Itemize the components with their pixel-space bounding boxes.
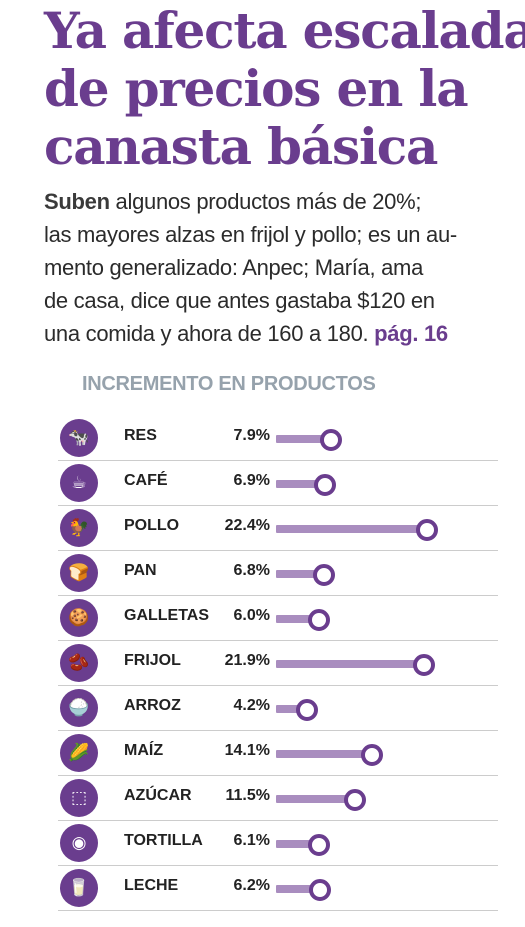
category-label: AZÚCAR <box>124 787 192 804</box>
bar-mark <box>276 480 322 488</box>
chart-row-8: ⬚ AZÚCAR 11.5% <box>58 775 498 821</box>
deck-line-4: de casa, dice que antes gastaba $120 en <box>44 288 435 313</box>
headline-line-2: de precios en la <box>44 59 469 118</box>
bar-mark <box>276 525 424 533</box>
bar-end-marker <box>320 429 342 451</box>
category-label: LECHE <box>124 877 179 894</box>
bar-end-marker <box>344 789 366 811</box>
deck-line-5: una comida y ahora de 160 a 180. pág. 16 <box>44 317 514 350</box>
category-label: MAÍZ <box>124 742 164 759</box>
value-label: 4.2% <box>233 697 270 714</box>
deck-line-2: las mayores alzas en frijol y pollo; es … <box>44 222 457 247</box>
value-label: 6.0% <box>233 607 270 624</box>
bar-track <box>276 744 476 766</box>
bar-track <box>276 429 476 451</box>
deck-summary: Suben algunos productos más de 20%; las … <box>44 185 514 350</box>
bar-mark <box>276 570 321 578</box>
coffee-cup-icon: ☕ <box>60 464 98 502</box>
bar-track <box>276 834 476 856</box>
bar-mark <box>276 705 304 713</box>
bar-end-marker <box>296 699 318 721</box>
chart-row-2: 🐓 POLLO 22.4% <box>58 505 498 551</box>
chart-row-10: 🥛 LECHE 6.2% <box>58 865 498 911</box>
chart-row-0: 🐄 RES 7.9% <box>58 415 498 461</box>
milk-carton-icon: 🥛 <box>60 869 98 907</box>
category-label: RES <box>124 427 157 444</box>
corn-icon: 🌽 <box>60 734 98 772</box>
deck-lead-bold: Suben <box>44 189 110 214</box>
bar-mark <box>276 795 352 803</box>
bar-mark <box>276 660 421 668</box>
bar-chart: 🐄 RES 7.9% ☕ CAFÉ 6.9% 🐓 POLLO 22.4% 🍞 PAN 6.8% 🍪 GAL… <box>58 415 498 911</box>
value-label: 11.5% <box>225 787 270 804</box>
headline: Ya afecta escalada de precios en la cana… <box>44 1 525 176</box>
category-label: ARROZ <box>124 697 181 714</box>
bar-mark <box>276 750 369 758</box>
value-label: 22.4% <box>224 517 270 534</box>
value-label: 14.1% <box>224 742 270 759</box>
beans-icon: 🫘 <box>60 644 98 682</box>
category-label: CAFÉ <box>124 472 168 489</box>
value-label: 6.9% <box>233 472 270 489</box>
bread-icon: 🍞 <box>60 554 98 592</box>
chart-row-7: 🌽 MAÍZ 14.1% <box>58 730 498 776</box>
bar-track <box>276 474 476 496</box>
chart-row-6: 🍚 ARROZ 4.2% <box>58 685 498 731</box>
value-label: 6.2% <box>233 877 270 894</box>
bar-track <box>276 789 476 811</box>
bar-end-marker <box>361 744 383 766</box>
rooster-icon: 🐓 <box>60 509 98 547</box>
category-label: PAN <box>124 562 157 579</box>
bar-track <box>276 699 476 721</box>
cookies-icon: 🍪 <box>60 599 98 637</box>
tortilla-icon: ◉ <box>60 824 98 862</box>
page-reference-link[interactable]: pág. 16 <box>374 321 448 346</box>
bar-mark <box>276 885 317 893</box>
bar-track <box>276 879 476 901</box>
bar-end-marker <box>308 834 330 856</box>
deck-line-3: mento generalizado: Anpec; María, ama <box>44 255 424 280</box>
deck-line-1: Suben algunos productos más de 20%; <box>44 185 514 218</box>
bar-end-marker <box>314 474 336 496</box>
category-label: TORTILLA <box>124 832 203 849</box>
bar-track <box>276 609 476 631</box>
chart-title: INCREMENTO EN PRODUCTOS <box>82 373 376 395</box>
deck-line-5-text: una comida y ahora de 160 a 180. <box>44 321 369 346</box>
bar-mark <box>276 840 316 848</box>
category-label: GALLETAS <box>124 607 210 624</box>
rice-bowl-icon: 🍚 <box>60 689 98 727</box>
chart-row-4: 🍪 GALLETAS 6.0% <box>58 595 498 641</box>
bar-end-marker <box>308 609 330 631</box>
headline-line-3: canasta básica <box>44 117 438 176</box>
bar-track <box>276 519 476 541</box>
category-label: FRIJOL <box>124 652 181 669</box>
sugar-cubes-icon: ⬚ <box>60 779 98 817</box>
deck-line-1-rest: algunos productos más de 20%; <box>109 189 422 214</box>
value-label: 6.8% <box>233 562 270 579</box>
headline-line-1: Ya afecta escalada <box>44 1 525 60</box>
chart-row-1: ☕ CAFÉ 6.9% <box>58 460 498 506</box>
chart-row-9: ◉ TORTILLA 6.1% <box>58 820 498 866</box>
value-label: 21.9% <box>224 652 270 669</box>
value-label: 6.1% <box>233 832 270 849</box>
bar-mark <box>276 435 328 443</box>
bar-mark <box>276 615 316 623</box>
value-label: 7.9% <box>233 427 270 444</box>
chart-row-5: 🫘 FRIJOL 21.9% <box>58 640 498 686</box>
bar-end-marker <box>309 879 331 901</box>
bar-track <box>276 654 476 676</box>
bar-end-marker <box>416 519 438 541</box>
chart-row-3: 🍞 PAN 6.8% <box>58 550 498 596</box>
category-label: POLLO <box>124 517 180 534</box>
bar-end-marker <box>313 564 335 586</box>
bar-end-marker <box>413 654 435 676</box>
cow-icon: 🐄 <box>60 419 98 457</box>
bar-track <box>276 564 476 586</box>
